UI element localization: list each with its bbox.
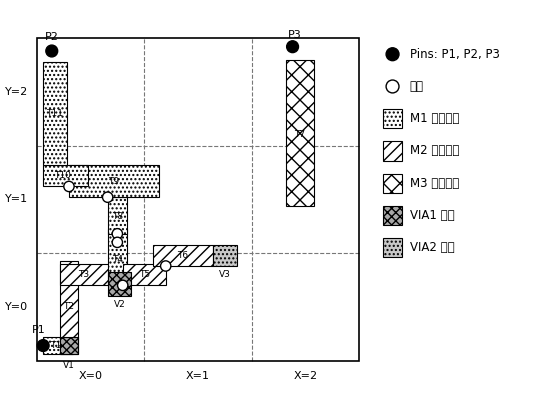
Bar xyxy=(383,174,402,193)
Text: 节点: 节点 xyxy=(410,80,424,93)
Circle shape xyxy=(287,41,299,53)
Text: X=0: X=0 xyxy=(78,371,103,381)
Text: X=2: X=2 xyxy=(293,371,318,381)
Circle shape xyxy=(386,80,399,93)
Bar xyxy=(43,62,67,165)
Bar xyxy=(108,197,127,234)
Text: M3 层的导体: M3 层的导体 xyxy=(410,177,459,190)
Circle shape xyxy=(161,261,171,271)
Bar xyxy=(69,165,159,197)
Bar xyxy=(60,264,123,285)
Text: Pins: P1, P2, P3: Pins: P1, P2, P3 xyxy=(410,48,500,61)
Text: T6: T6 xyxy=(177,251,189,260)
Text: VIA2 过孔: VIA2 过孔 xyxy=(410,241,454,254)
Text: T2: T2 xyxy=(64,302,74,312)
Text: T1: T1 xyxy=(51,341,61,350)
Text: Y=1: Y=1 xyxy=(5,194,28,204)
Circle shape xyxy=(112,229,122,239)
Bar xyxy=(43,337,73,354)
Circle shape xyxy=(112,237,122,247)
Bar xyxy=(383,238,402,258)
Text: T7: T7 xyxy=(295,130,305,139)
Bar xyxy=(123,264,166,285)
Text: Y=0: Y=0 xyxy=(5,302,28,312)
Text: T5: T5 xyxy=(139,270,150,279)
Text: T9: T9 xyxy=(108,177,120,185)
Text: T10: T10 xyxy=(54,171,71,180)
Circle shape xyxy=(103,192,113,202)
Text: V1: V1 xyxy=(63,361,75,370)
Text: X=1: X=1 xyxy=(186,371,210,381)
Circle shape xyxy=(117,280,128,291)
Text: P3: P3 xyxy=(288,30,302,40)
Bar xyxy=(153,245,213,266)
Text: P2: P2 xyxy=(45,32,59,42)
Text: T3: T3 xyxy=(78,270,90,279)
Bar xyxy=(383,109,402,129)
Bar xyxy=(383,206,402,225)
Bar xyxy=(286,60,314,206)
Bar xyxy=(213,245,237,266)
Text: T8: T8 xyxy=(112,212,123,221)
Text: T4: T4 xyxy=(112,255,123,264)
Text: P1: P1 xyxy=(32,325,46,335)
Bar xyxy=(383,141,402,161)
Circle shape xyxy=(46,45,58,57)
Text: VIA1 过孔: VIA1 过孔 xyxy=(410,209,454,222)
Bar xyxy=(108,229,127,285)
Text: M1 层的导体: M1 层的导体 xyxy=(410,112,459,125)
Bar xyxy=(60,337,77,354)
Circle shape xyxy=(64,181,74,191)
Circle shape xyxy=(386,48,399,61)
Bar xyxy=(60,261,77,354)
Bar xyxy=(37,38,359,361)
Circle shape xyxy=(37,340,49,351)
Bar xyxy=(108,272,131,296)
Bar xyxy=(43,165,88,187)
Text: Y=2: Y=2 xyxy=(5,87,28,97)
Text: V2: V2 xyxy=(114,300,125,310)
Text: V3: V3 xyxy=(219,270,231,279)
Text: M2 层的导体: M2 层的导体 xyxy=(410,144,459,158)
Text: T11: T11 xyxy=(46,109,64,118)
